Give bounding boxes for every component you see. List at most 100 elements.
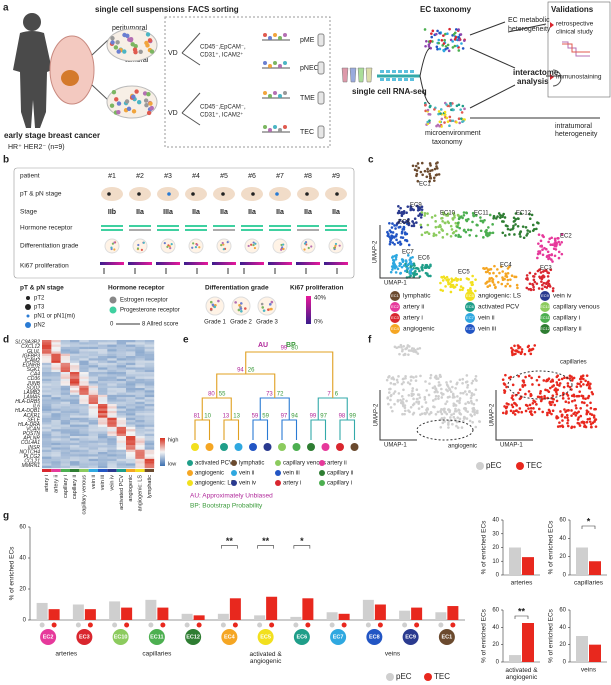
heat-cell [70, 456, 80, 460]
sample-marker [269, 622, 275, 628]
cell [263, 61, 267, 65]
umap-dot [434, 162, 438, 165]
heat-cell [70, 356, 80, 359]
umap-dot [410, 224, 414, 228]
bar [326, 612, 338, 620]
heat-cell [51, 438, 61, 441]
umap-dot [539, 271, 543, 274]
umap-dot [400, 230, 404, 234]
heat-cell [107, 417, 117, 421]
heat-cell [126, 344, 136, 348]
umap-dot [508, 376, 511, 380]
umap-dot [451, 46, 455, 49]
scale-label: high [168, 437, 178, 443]
umap-dot [452, 108, 455, 112]
heat-cell [79, 461, 89, 464]
umap-dot [529, 288, 533, 292]
heat-cell [88, 358, 99, 361]
heat-cell [135, 433, 145, 437]
bp-value: 97 [320, 414, 327, 420]
heat-cell [107, 342, 117, 345]
heat-cell [42, 385, 52, 389]
heat-cell [144, 360, 155, 364]
umap-dot [386, 396, 389, 400]
umap-dot [594, 418, 598, 421]
umap-dot [402, 377, 405, 381]
heat-cell [70, 346, 80, 350]
sort-arrow [181, 32, 201, 66]
umap-dot [429, 164, 432, 167]
sample-marker [184, 622, 190, 628]
heat-cell [126, 404, 136, 407]
arrow [469, 47, 516, 69]
stage-dot [335, 192, 339, 196]
umap-dot [449, 224, 453, 228]
heat-cell [144, 381, 155, 384]
heat-cell [79, 342, 89, 345]
umap-dot [538, 392, 542, 395]
umap-dot [463, 107, 466, 111]
heat-cell [116, 351, 127, 354]
y-tick-label: 40 [559, 625, 566, 631]
heat-cell [98, 390, 108, 393]
heat-cell [88, 362, 99, 366]
heat-cell [135, 390, 145, 393]
heat-cell [98, 376, 108, 380]
interaction-cycle [552, 69, 562, 87]
umap-dot [508, 233, 511, 236]
umap-dot [403, 231, 407, 234]
gene-label: HLA-DQB1 [15, 408, 40, 414]
cell [131, 109, 137, 114]
umap-dot [451, 218, 455, 221]
cell [213, 305, 216, 309]
umap-dot [528, 212, 531, 216]
heat-cell [135, 445, 145, 448]
heat-cell [60, 452, 71, 455]
umap-dot [402, 264, 406, 267]
umap-dot [398, 218, 402, 222]
heat-cell [60, 367, 71, 370]
umap-dot [567, 401, 571, 404]
umap-dot [581, 374, 585, 378]
heat-cell [42, 458, 52, 462]
x-tick-label: EC10 [114, 634, 128, 640]
heat-cell [60, 392, 71, 396]
umap-dot [447, 426, 450, 429]
legend-label: pT3 [34, 305, 45, 311]
umap-dot [585, 404, 589, 407]
heat-cell [79, 360, 89, 364]
umap-dot [444, 402, 447, 406]
bar [509, 655, 521, 662]
heat-cell [79, 346, 89, 350]
umap-dot [471, 220, 474, 224]
umap-dot [474, 425, 478, 429]
umap-dot [536, 256, 539, 260]
row-label: Differentiation grade [20, 243, 79, 250]
umap-dot [542, 275, 545, 279]
x-tick-label: EC9 [405, 634, 416, 640]
umap-dot [475, 398, 479, 402]
bar [362, 599, 374, 620]
umap-dot [465, 374, 469, 377]
heat-cell [42, 374, 52, 377]
heat-cell [116, 408, 127, 412]
umap-dot [560, 377, 564, 381]
heat-cell [51, 356, 61, 359]
heat-cell [79, 374, 89, 377]
heat-cell [60, 438, 71, 441]
umap-dot [506, 227, 510, 231]
legend-id: EC4 [391, 326, 400, 331]
cluster-label: EC4 [500, 263, 512, 269]
heat-cell [79, 456, 89, 460]
patient-id: #9 [332, 173, 340, 180]
grade-disc [272, 238, 288, 254]
heat-cell [70, 376, 80, 380]
umap-dot [452, 415, 456, 419]
umap-dot [467, 217, 470, 221]
umap-dot [401, 401, 405, 405]
umap-dot [504, 274, 508, 277]
heat-cell [135, 404, 145, 407]
heat-cell [42, 404, 52, 407]
heat-cell [88, 388, 99, 391]
cell [303, 242, 307, 245]
